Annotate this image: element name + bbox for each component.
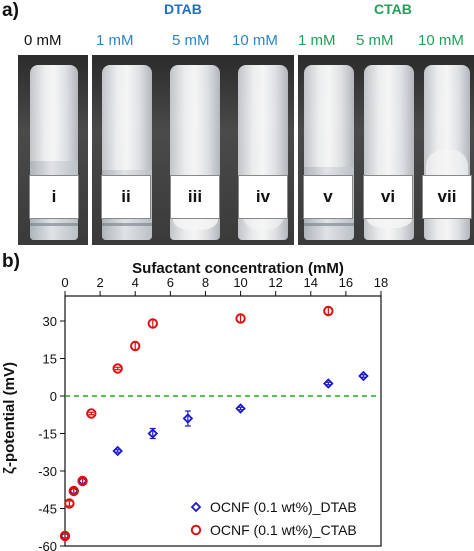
vial-label: iii	[170, 175, 220, 219]
x-tick-label: 14	[304, 275, 318, 290]
vial-label: vii	[422, 175, 472, 219]
group-title-dtab: DTAB	[164, 1, 202, 17]
x-tick-label: 6	[167, 275, 174, 290]
x-tick-label: 4	[132, 275, 139, 290]
panel-a-label: a)	[2, 0, 19, 21]
vial-label: v	[303, 175, 353, 219]
data-point-ctab	[77, 475, 88, 487]
data-point-ctab	[59, 530, 71, 542]
data-point-dtab	[112, 445, 123, 457]
data-point-ctab	[323, 305, 334, 317]
legend-label: OCNF (0.1 wt%)_DTAB	[210, 499, 357, 515]
vial-label: vi	[363, 175, 413, 219]
data-point-ctab	[130, 340, 141, 352]
data-point-ctab	[147, 318, 158, 329]
data-point-dtab	[147, 428, 159, 439]
panel-b-label: b)	[2, 251, 20, 272]
y-tick-label: 0	[50, 389, 57, 404]
legend-marker-dtab	[190, 501, 202, 513]
data-point-ctab	[235, 313, 246, 324]
data-point-ctab	[64, 498, 75, 509]
concentration-label: 1 mM	[298, 32, 336, 49]
concentration-label: 5 mM	[356, 32, 394, 49]
x-tick-label: 18	[374, 275, 388, 290]
data-point-dtab	[323, 378, 334, 389]
data-point-dtab	[235, 403, 246, 414]
concentration-label: 5 mM	[172, 32, 210, 49]
data-point-ctab	[112, 363, 123, 374]
photo-ctab: v vi vii	[298, 55, 474, 245]
concentration-label: 0 mM	[24, 32, 62, 49]
concentration-label: 10 mM	[232, 32, 278, 49]
photo-dtab: ii iii iv	[92, 55, 294, 245]
x-tick-label: 2	[96, 275, 103, 290]
legend-label: OCNF (0.1 wt%)_CTAB	[210, 522, 357, 538]
y-axis-label: ζ-potential (mV)	[1, 362, 18, 474]
x-tick-label: 16	[339, 275, 353, 290]
y-tick-label: 30	[43, 314, 57, 329]
vial-label: ii	[101, 175, 151, 219]
x-tick-label: 0	[61, 275, 68, 290]
y-tick-label: -45	[38, 502, 57, 517]
y-tick-label: -30	[38, 464, 57, 479]
y-tick-label: -60	[38, 539, 57, 551]
legend-marker-ctab	[190, 524, 202, 536]
vial-label: iv	[238, 175, 288, 219]
x-tick-label: 10	[233, 275, 247, 290]
group-title-ctab: CTAB	[374, 1, 412, 17]
x-axis-label: Sufactant concentration (mM)	[132, 260, 344, 277]
data-point-dtab	[182, 413, 194, 424]
photo-control: i	[18, 55, 88, 245]
vial-label: i	[29, 175, 79, 219]
concentration-label: 10 mM	[418, 32, 464, 49]
data-point-dtab	[358, 370, 369, 382]
x-tick-label: 8	[202, 275, 209, 290]
data-point-ctab	[86, 408, 97, 419]
data-point-ctab	[68, 485, 79, 497]
concentration-label: 1 mM	[96, 32, 134, 49]
y-tick-label: 15	[43, 352, 57, 367]
x-tick-label: 12	[268, 275, 282, 290]
y-tick-label: -15	[38, 427, 57, 442]
plot-frame	[64, 295, 382, 547]
